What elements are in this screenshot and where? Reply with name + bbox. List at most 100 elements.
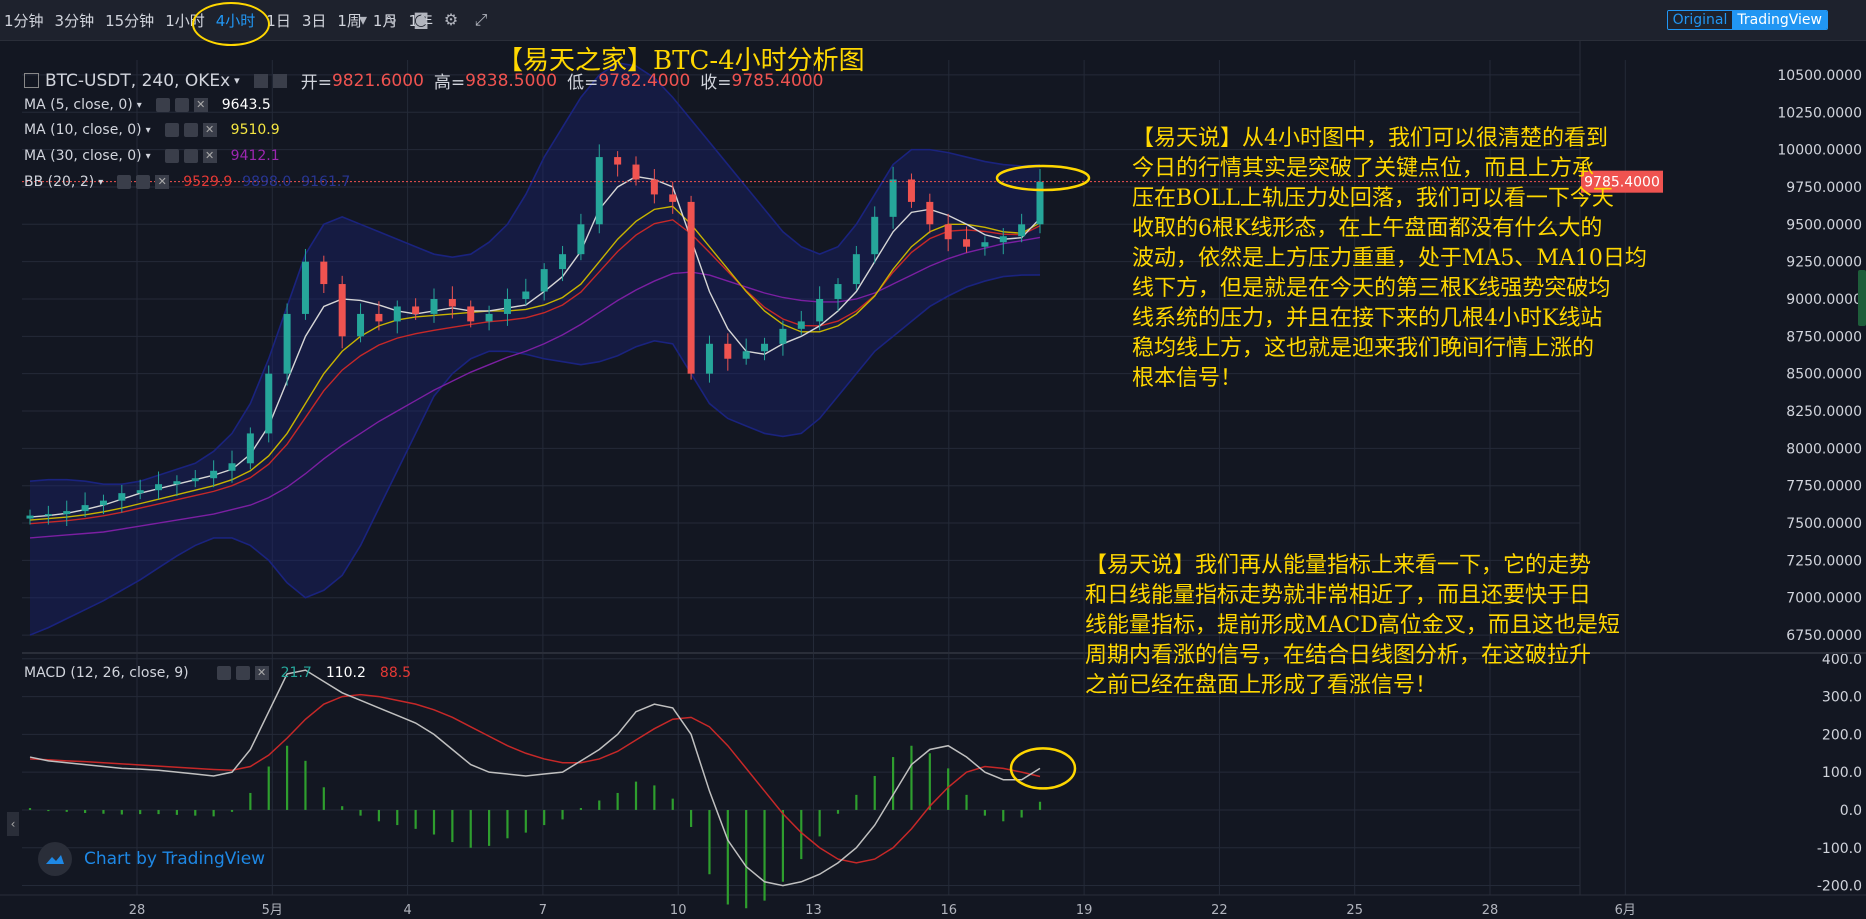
candle-body[interactable] xyxy=(816,298,824,322)
timeframe-6[interactable]: 3日 xyxy=(301,12,327,30)
chevron-down-icon[interactable]: ▾ xyxy=(98,176,104,188)
chevron-down-icon[interactable]: ▾ xyxy=(145,150,151,162)
indicator-name[interactable]: BB (20, 2) xyxy=(24,174,95,190)
candle-body[interactable] xyxy=(797,321,805,329)
gear-icon[interactable] xyxy=(183,123,198,137)
candle-body[interactable] xyxy=(1036,181,1044,225)
candle-body[interactable] xyxy=(136,490,144,494)
candle-body[interactable] xyxy=(26,515,34,519)
candle-body[interactable] xyxy=(173,481,181,485)
candle-body[interactable] xyxy=(357,313,365,337)
candle-body[interactable] xyxy=(742,351,750,359)
candle-body[interactable] xyxy=(467,306,475,322)
close-icon[interactable]: ✕ xyxy=(193,98,208,112)
candle-body[interactable] xyxy=(577,224,585,255)
eye-icon[interactable] xyxy=(216,666,231,680)
candle-body[interactable] xyxy=(724,343,732,359)
collapse-icon[interactable] xyxy=(24,73,39,88)
candle-body[interactable] xyxy=(852,254,860,285)
candle-body[interactable] xyxy=(448,298,456,307)
camera-icon[interactable]: ◙ xyxy=(413,10,429,29)
candle-body[interactable] xyxy=(430,298,438,314)
candle-body[interactable] xyxy=(301,261,309,314)
candle-body[interactable] xyxy=(761,343,769,352)
candle-body[interactable] xyxy=(779,328,787,344)
indicator-bb[interactable]: BB (20, 2) ▾ ✕ 9529.9 9898.0 9161.7 xyxy=(24,174,350,190)
candle-body[interactable] xyxy=(907,179,915,202)
candle-body[interactable] xyxy=(595,157,603,225)
candle-body[interactable] xyxy=(155,484,163,491)
indicator-name[interactable]: MA (30, close, 0) xyxy=(24,148,142,164)
candle-body[interactable] xyxy=(632,164,640,180)
candle-body[interactable] xyxy=(540,269,548,292)
candle-body[interactable] xyxy=(705,343,713,374)
candle-body[interactable] xyxy=(118,493,126,501)
indicator-ma5[interactable]: MA (5, close, 0) ▾ ✕ 9643.5 xyxy=(24,97,271,113)
candle-body[interactable] xyxy=(834,284,842,299)
candle-body[interactable] xyxy=(338,284,346,337)
gear-icon[interactable] xyxy=(136,175,151,189)
candle-body[interactable] xyxy=(944,224,952,240)
candle-body[interactable] xyxy=(522,291,530,299)
candle-body[interactable] xyxy=(63,511,71,515)
candle-body[interactable] xyxy=(503,298,511,314)
original-view-button[interactable]: Original xyxy=(1667,11,1733,29)
candle-body[interactable] xyxy=(191,478,199,482)
candle-body[interactable] xyxy=(963,239,971,247)
candle-body[interactable] xyxy=(412,306,420,314)
indicator-name[interactable]: MA (5, close, 0) xyxy=(24,97,133,113)
candle-body[interactable] xyxy=(981,242,989,247)
gear-icon[interactable]: ⚙ xyxy=(443,10,459,29)
close-icon[interactable]: ✕ xyxy=(202,149,217,163)
timeframe-5[interactable]: 1日 xyxy=(266,12,291,30)
candle-body[interactable] xyxy=(1018,224,1026,237)
candle-body[interactable] xyxy=(926,201,934,225)
candle-body[interactable] xyxy=(650,179,658,195)
candle-body[interactable] xyxy=(210,470,218,479)
timeframe-8[interactable]: 1月 xyxy=(372,12,398,30)
timeframe-2[interactable]: 15分钟 xyxy=(105,12,155,30)
candle-body[interactable] xyxy=(889,179,897,217)
close-icon[interactable]: ✕ xyxy=(254,666,269,680)
symbol-label[interactable]: BTC-USDT, 240, OKEx xyxy=(45,70,231,91)
scale-handle[interactable] xyxy=(1858,270,1866,326)
candle-body[interactable] xyxy=(283,313,291,374)
chevron-down-icon[interactable]: ▾ xyxy=(136,99,142,111)
macd-legend[interactable]: MACD (12, 26, close, 9) ✕ 21.7 110.2 88.… xyxy=(24,665,411,681)
eye-icon[interactable] xyxy=(117,175,132,189)
candle-body[interactable] xyxy=(99,500,107,506)
indicator-ma30[interactable]: MA (30, close, 0) ▾ ✕ 9412.1 xyxy=(24,148,280,164)
gear-icon[interactable] xyxy=(174,98,189,112)
fullscreen-icon[interactable]: ⤢ xyxy=(474,10,488,29)
candle-body[interactable] xyxy=(999,236,1007,243)
candle-body[interactable] xyxy=(320,261,328,285)
candle-body[interactable] xyxy=(265,373,273,434)
timeframe-7[interactable]: 1周 xyxy=(337,12,362,30)
candle-body[interactable] xyxy=(375,313,383,322)
candle-body[interactable] xyxy=(485,313,493,322)
candle-body[interactable] xyxy=(246,433,254,464)
eye-icon[interactable] xyxy=(253,73,268,88)
candle-body[interactable] xyxy=(687,201,695,374)
indicator-name[interactable]: MACD (12, 26, close, 9) xyxy=(24,665,189,681)
tradingview-view-button[interactable]: TradingView xyxy=(1732,11,1827,29)
eye-icon[interactable] xyxy=(155,98,170,112)
candle-body[interactable] xyxy=(871,216,879,255)
timeframe-3[interactable]: 1小时 xyxy=(165,12,205,30)
indicator-ma10[interactable]: MA (10, close, 0) ▾ ✕ 9510.9 xyxy=(24,122,280,138)
timeframe-0[interactable]: 1分钟 xyxy=(4,12,44,30)
chevron-down-icon[interactable]: ▾ xyxy=(145,124,151,136)
chevron-down-icon[interactable]: ▾ xyxy=(234,74,240,87)
watermark-text[interactable]: Chart by TradingView xyxy=(84,849,266,869)
candle-body[interactable] xyxy=(669,194,677,202)
candle-body[interactable] xyxy=(559,254,567,270)
close-icon[interactable]: ✕ xyxy=(155,175,170,189)
gear-icon[interactable] xyxy=(183,149,198,163)
candle-body[interactable] xyxy=(393,306,401,322)
candle-body[interactable] xyxy=(228,463,236,471)
candle-body[interactable] xyxy=(44,514,52,516)
watermark[interactable]: Chart by TradingView xyxy=(38,842,265,876)
eye-icon[interactable] xyxy=(164,123,179,137)
candle-body[interactable] xyxy=(81,505,89,512)
